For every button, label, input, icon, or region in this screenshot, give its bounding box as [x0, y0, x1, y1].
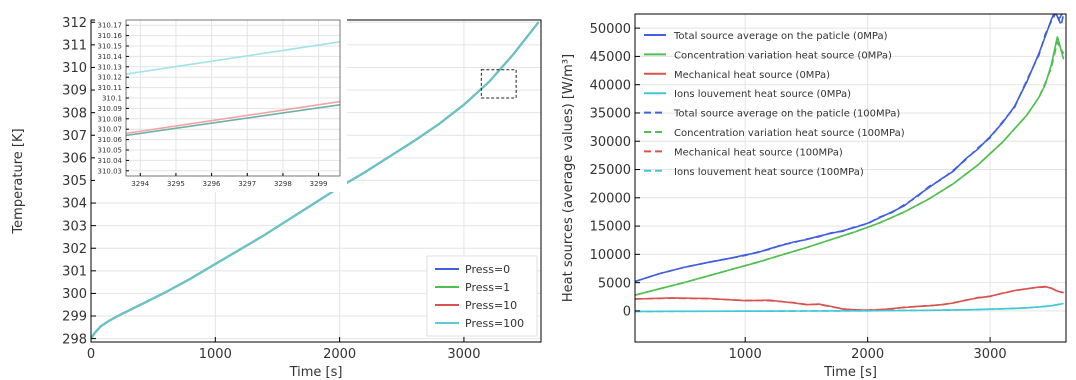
y-tick-label: 312	[62, 16, 87, 31]
legend-label: Ions louvement heat source (100MPa)	[674, 167, 864, 178]
x-tick-label: 3294	[131, 180, 149, 188]
y-tick-label: 306	[62, 152, 87, 167]
y-tick-label: 300	[62, 287, 87, 302]
legend-label: Ions louvement heat source (0MPa)	[674, 89, 851, 100]
temperature-chart-lines	[91, 21, 540, 340]
y-tick-label: 310.11	[98, 84, 123, 92]
inset-chart-y-ticks: 310.03 310.04 310.05 310.06 310.07 310.08 310.…	[98, 22, 129, 175]
legend-label: Press=100	[465, 317, 524, 330]
y-tick-label: 308	[62, 106, 87, 121]
y-tick-label: 20000	[590, 191, 631, 206]
p2-series-line-6	[635, 286, 1064, 311]
y-tick-label: 0	[623, 305, 631, 320]
p2-series-line-4	[635, 14, 1065, 283]
y-tick-label: 307	[62, 129, 87, 144]
y-tick-label: 311	[62, 39, 87, 54]
y-tick-label: 310.04	[98, 157, 123, 165]
y-tick-label: 304	[62, 197, 87, 212]
legend-label: Mechanical heat source (0MPa)	[674, 70, 830, 81]
y-tick-label: 309	[62, 84, 87, 99]
heat-sources-chart-y-ticks: 0 5000 10000 15000 20000 25000 30000 35000 40000…	[590, 22, 640, 320]
y-tick-label: 310.1	[102, 95, 122, 103]
x-tick-label: 3297	[238, 180, 256, 188]
y-tick-label: 310.13	[98, 63, 123, 71]
temperature-chart-y-axis-label: Temperature [K]	[11, 128, 26, 234]
x-tick-label: 3295	[167, 180, 185, 188]
y-tick-label: 301	[62, 265, 87, 280]
legend-label: Concentration variation heat source (0MP…	[674, 50, 892, 61]
y-tick-label: 310.09	[98, 105, 123, 113]
y-tick-label: 35000	[590, 107, 631, 122]
x-tick-label: 3296	[203, 180, 221, 188]
inset-chart-grid	[126, 20, 340, 176]
p2-series-line-5	[635, 40, 1065, 296]
y-tick-label: 303	[62, 219, 87, 234]
y-tick-label: 299	[62, 310, 87, 325]
x-tick-label: 3298	[274, 180, 292, 188]
y-tick-label: 310.08	[98, 115, 123, 123]
temperature-chart-y-ticks: 298 299 300 301 302 303 304 305 306 307 308 309 310 3…	[62, 16, 96, 347]
x-tick-label: 3000	[447, 347, 480, 362]
y-tick-label: 310.07	[98, 126, 123, 134]
heat-sources-chart-x-axis-label: Time [s]	[823, 365, 877, 380]
p2-series-line-7	[635, 302, 1064, 313]
y-tick-label: 298	[62, 332, 87, 347]
zoom-region-marker	[480, 69, 517, 99]
inset-series-line-0	[126, 41, 340, 75]
y-tick-label: 310.12	[98, 74, 123, 82]
y-tick-label: 310.16	[98, 32, 123, 40]
legend-label: Total source average on the paticle (100…	[673, 109, 900, 120]
x-tick-label: 3000	[974, 347, 1007, 362]
p1-series-line-3	[91, 21, 540, 340]
inset-chart-x-ticks: 3294 3295 3296 3297 3298 3299	[131, 173, 328, 188]
temperature-chart-x-ticks: 0 1000 2000 3000	[87, 337, 480, 362]
temperature-chart-x-axis-label: Time [s]	[289, 365, 343, 380]
legend-label: Press=1	[465, 281, 510, 294]
y-tick-label: 45000	[590, 50, 631, 65]
y-tick-label: 40000	[590, 78, 631, 93]
y-tick-label: 310.06	[98, 136, 123, 144]
legend-label: Press=10	[465, 299, 517, 312]
y-tick-label: 15000	[590, 220, 631, 235]
legend-label: Press=0	[465, 263, 510, 276]
temperature-chart-legend: Press=0 Press=1 Press=10 Press=100	[426, 255, 538, 337]
heat-sources-chart-x-ticks: 1000 2000 3000	[729, 337, 1007, 362]
inset-series-line-2	[126, 104, 340, 137]
legend-label: Concentration variation heat source (100…	[674, 128, 905, 139]
inset-zoom-chart: 3294 3295 3296 3297 3298 3299 310.03310.04310…	[95, 16, 347, 192]
x-tick-label: 1000	[729, 347, 762, 362]
y-tick-label: 310.15	[98, 43, 123, 51]
x-tick-label: 2000	[851, 347, 884, 362]
temperature-chart: 0 1000 2000 3000 298 299 300 301 302 303 304 305 30…	[11, 16, 542, 380]
y-tick-label: 25000	[590, 163, 631, 178]
heat-sources-chart-lines	[635, 14, 1065, 313]
x-tick-label: 3299	[310, 180, 328, 188]
heat-sources-chart-legend: Total source average on the paticle (0MP…	[644, 31, 905, 178]
inset-series-line-1	[126, 100, 340, 135]
x-tick-label: 2000	[323, 347, 356, 362]
y-tick-label: 302	[62, 242, 87, 257]
legend-label: Total source average on the paticle (0MP…	[673, 31, 888, 42]
y-tick-label: 310.17	[98, 22, 123, 30]
y-tick-label: 5000	[598, 276, 631, 291]
y-tick-label: 30000	[590, 135, 631, 150]
y-tick-label: 310.05	[98, 147, 123, 155]
p2-series-line-2	[635, 285, 1064, 312]
y-tick-label: 310.03	[98, 167, 123, 175]
x-tick-label: 0	[87, 347, 95, 362]
y-tick-label: 10000	[590, 248, 631, 263]
heat-sources-chart: 1000 2000 3000 0 5000 10000 15000 20000 25000 30…	[561, 13, 1067, 380]
y-tick-label: 310.14	[98, 53, 123, 61]
y-tick-label: 50000	[590, 22, 631, 37]
inset-background	[95, 16, 347, 192]
legend-label: Mechanical heat source (100MPa)	[674, 147, 843, 158]
heat-sources-chart-y-axis-label: Heat sources (average values) [W/m³]	[561, 54, 576, 302]
x-tick-label: 1000	[199, 347, 232, 362]
y-tick-label: 310	[62, 61, 87, 76]
y-tick-label: 305	[62, 174, 87, 189]
heat-sources-chart-frame	[634, 13, 1067, 343]
inset-chart-lines	[126, 41, 340, 137]
heat-sources-chart-grid	[635, 14, 1066, 342]
